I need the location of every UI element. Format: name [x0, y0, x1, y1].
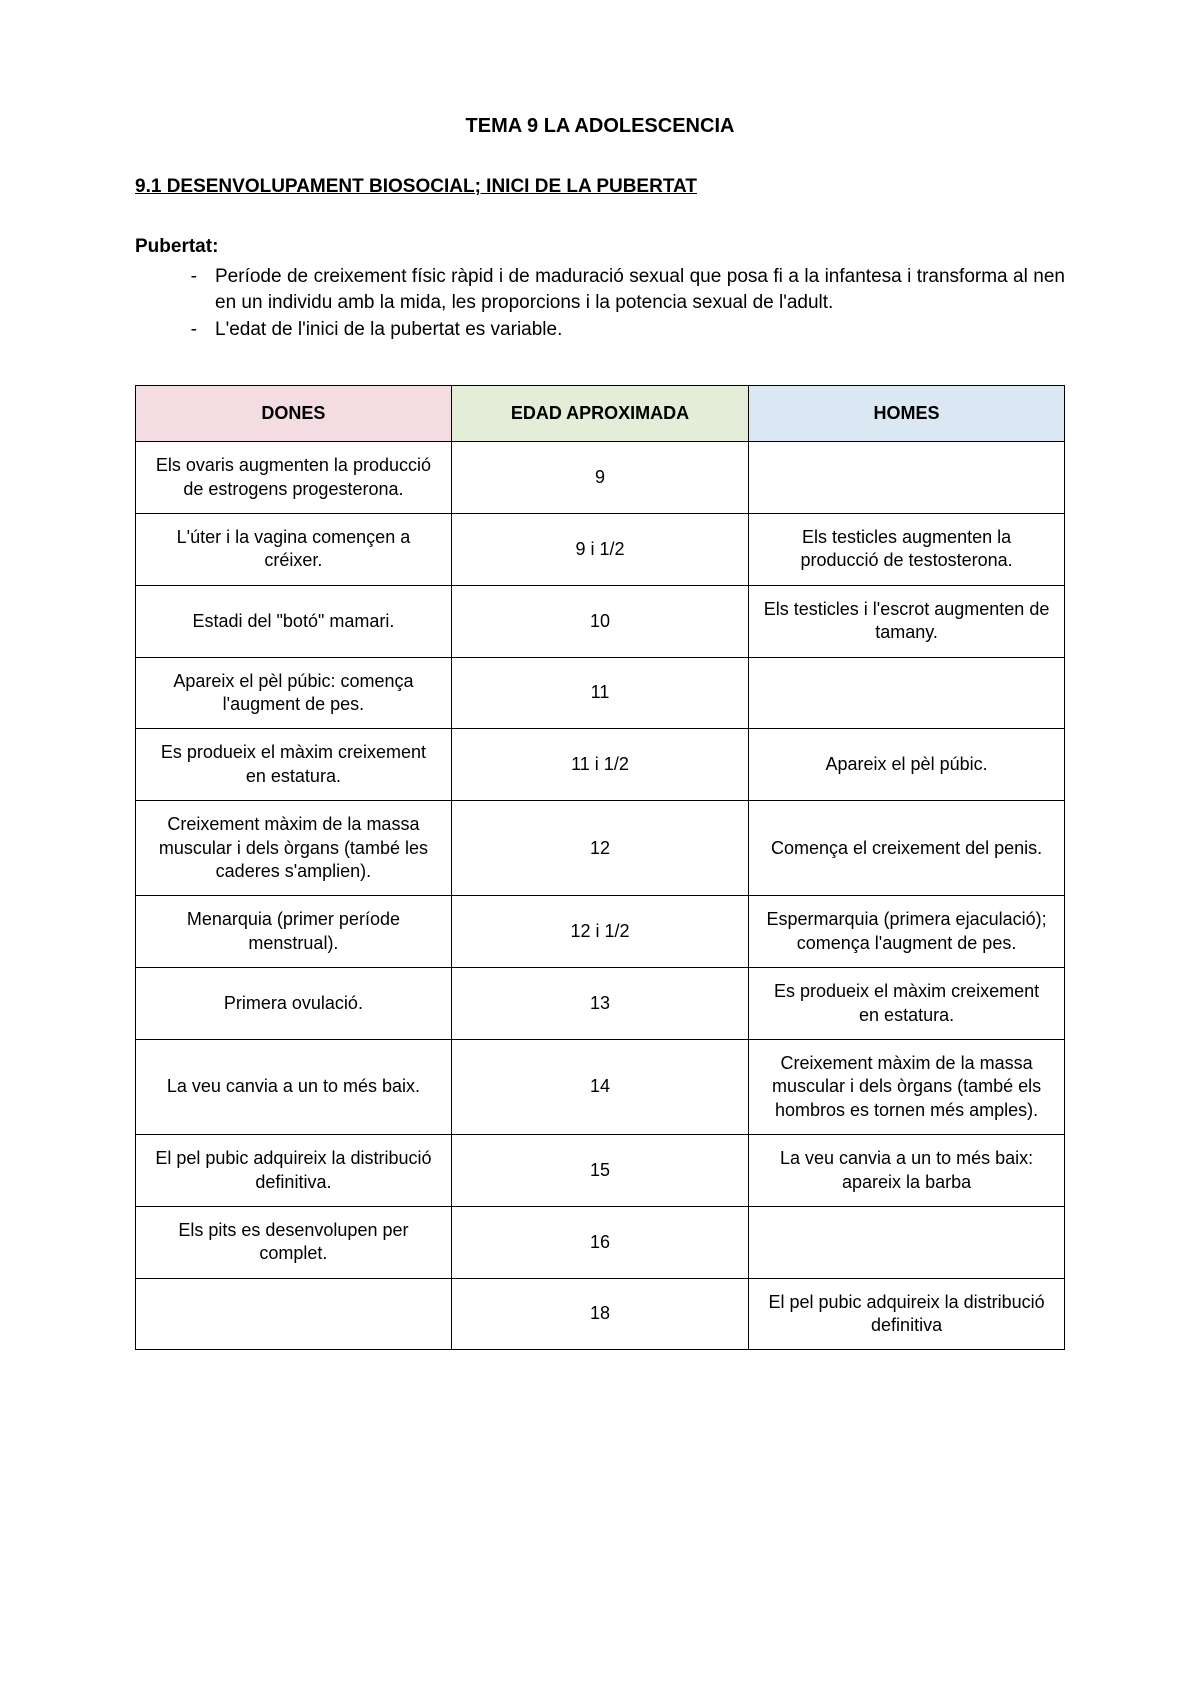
cell-homes: Comença el creixement del penis.: [749, 801, 1065, 896]
subheading: Pubertat:: [135, 236, 1065, 258]
cell-dones: Els ovaris augmenten la producció de est…: [136, 442, 452, 514]
cell-edad: 15: [451, 1135, 748, 1207]
cell-homes: [749, 1206, 1065, 1278]
table-row: Es produeix el màxim creixement en estat…: [136, 729, 1065, 801]
cell-dones: Estadi del "botó" mamari.: [136, 585, 452, 657]
cell-homes: Els testicles i l'escrot augmenten de ta…: [749, 585, 1065, 657]
col-header-dones: DONES: [136, 385, 452, 441]
cell-dones: Apareix el pèl púbic: comença l'augment …: [136, 657, 452, 729]
table-header-row: DONES EDAD APROXIMADA HOMES: [136, 385, 1065, 441]
list-item: L'edat de l'inici de la pubertat es vari…: [197, 317, 1065, 343]
cell-edad: 9 i 1/2: [451, 514, 748, 586]
col-header-edad: EDAD APROXIMADA: [451, 385, 748, 441]
cell-edad: 9: [451, 442, 748, 514]
cell-edad: 14: [451, 1039, 748, 1134]
cell-edad: 13: [451, 968, 748, 1040]
cell-homes: Espermarquia (primera ejaculació); comen…: [749, 896, 1065, 968]
cell-homes: El pel pubic adquireix la distribució de…: [749, 1278, 1065, 1350]
cell-homes: Es produeix el màxim creixement en estat…: [749, 968, 1065, 1040]
cell-edad: 12 i 1/2: [451, 896, 748, 968]
cell-edad: 18: [451, 1278, 748, 1350]
cell-edad: 10: [451, 585, 748, 657]
table-row: L'úter i la vagina començen a créixer.9 …: [136, 514, 1065, 586]
cell-homes: [749, 442, 1065, 514]
puberty-table: DONES EDAD APROXIMADA HOMES Els ovaris a…: [135, 385, 1065, 1351]
table-body: Els ovaris augmenten la producció de est…: [136, 442, 1065, 1350]
cell-edad: 11 i 1/2: [451, 729, 748, 801]
cell-homes: La veu canvia a un to més baix: apareix …: [749, 1135, 1065, 1207]
section-heading: 9.1 DESENVOLUPAMENT BIOSOCIAL; INICI DE …: [135, 176, 1065, 198]
table-row: Creixement màxim de la massa muscular i …: [136, 801, 1065, 896]
table-row: Els ovaris augmenten la producció de est…: [136, 442, 1065, 514]
cell-edad: 16: [451, 1206, 748, 1278]
cell-homes: [749, 657, 1065, 729]
bullet-list: Període de creixement físic ràpid i de m…: [135, 264, 1065, 343]
list-item: Període de creixement físic ràpid i de m…: [197, 264, 1065, 315]
cell-homes: Els testicles augmenten la producció de …: [749, 514, 1065, 586]
cell-dones: Primera ovulació.: [136, 968, 452, 1040]
cell-homes: Creixement màxim de la massa muscular i …: [749, 1039, 1065, 1134]
table-row: Primera ovulació.13Es produeix el màxim …: [136, 968, 1065, 1040]
document-page: TEMA 9 LA ADOLESCENCIA 9.1 DESENVOLUPAME…: [0, 0, 1200, 1695]
table-row: La veu canvia a un to més baix.14Creixem…: [136, 1039, 1065, 1134]
table-row: 18El pel pubic adquireix la distribució …: [136, 1278, 1065, 1350]
cell-edad: 12: [451, 801, 748, 896]
table-row: Els pits es desenvolupen per complet.16: [136, 1206, 1065, 1278]
cell-dones: L'úter i la vagina començen a créixer.: [136, 514, 452, 586]
cell-dones: Creixement màxim de la massa muscular i …: [136, 801, 452, 896]
page-title: TEMA 9 LA ADOLESCENCIA: [135, 115, 1065, 138]
cell-dones: El pel pubic adquireix la distribució de…: [136, 1135, 452, 1207]
cell-dones: Es produeix el màxim creixement en estat…: [136, 729, 452, 801]
cell-dones: [136, 1278, 452, 1350]
cell-homes: Apareix el pèl púbic.: [749, 729, 1065, 801]
cell-dones: La veu canvia a un to més baix.: [136, 1039, 452, 1134]
table-row: Estadi del "botó" mamari.10Els testicles…: [136, 585, 1065, 657]
table-row: Menarquia (primer període menstrual).12 …: [136, 896, 1065, 968]
cell-dones: Els pits es desenvolupen per complet.: [136, 1206, 452, 1278]
table-row: Apareix el pèl púbic: comença l'augment …: [136, 657, 1065, 729]
col-header-homes: HOMES: [749, 385, 1065, 441]
table-row: El pel pubic adquireix la distribució de…: [136, 1135, 1065, 1207]
cell-edad: 11: [451, 657, 748, 729]
cell-dones: Menarquia (primer període menstrual).: [136, 896, 452, 968]
